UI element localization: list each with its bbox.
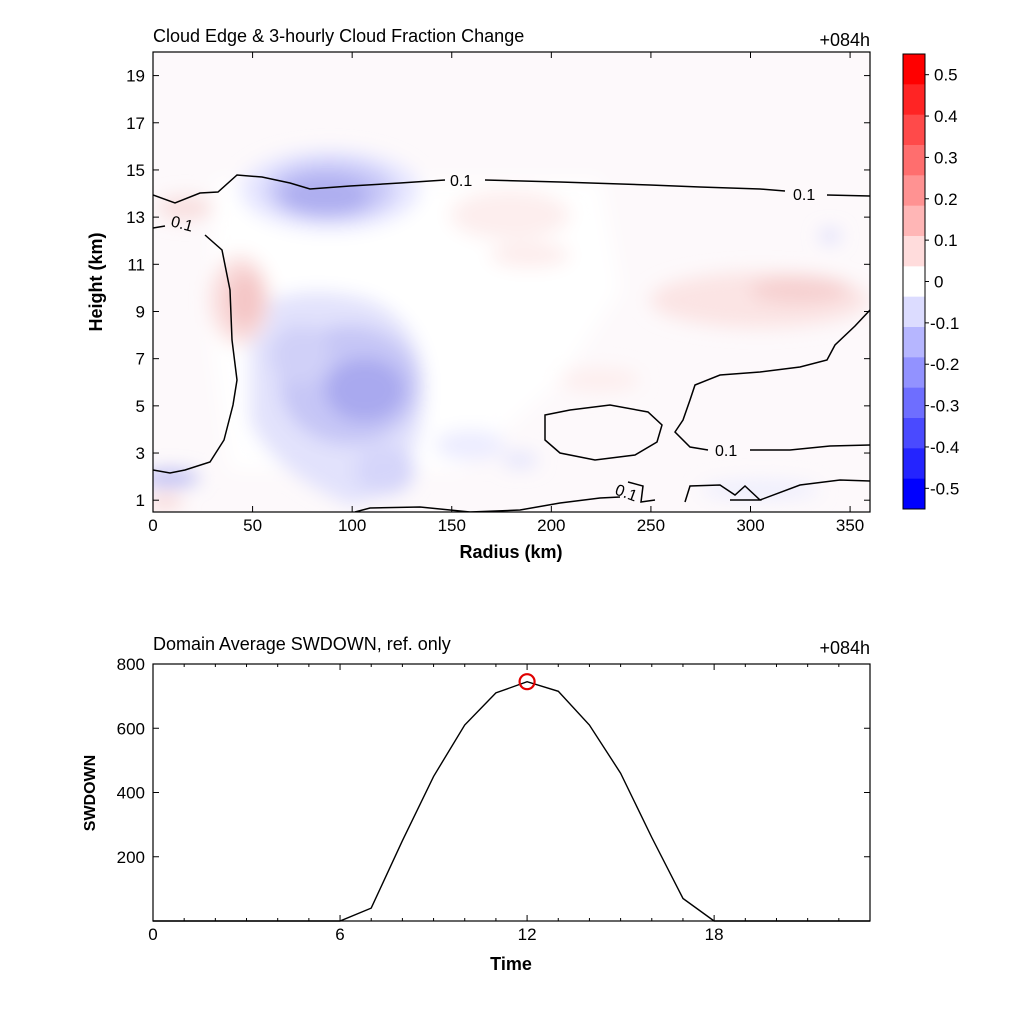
colorbar-cell <box>903 357 925 389</box>
line-x-ticks: 0 6 12 18 <box>148 664 724 944</box>
y-tick-label: 200 <box>117 848 145 867</box>
x-tick-label: 0 <box>148 516 157 535</box>
contour-lines <box>153 174 870 512</box>
y-tick-label: 19 <box>126 67 145 86</box>
contour-left <box>153 234 238 474</box>
y-tick-label: 9 <box>136 302 145 321</box>
x-tick-label: 0 <box>148 925 157 944</box>
colorbar-cells <box>903 54 925 510</box>
colorbar: 0.5 0.4 0.3 0.2 0.1 0 -0.1 -0.2 -0.3 -0.4 -0.5 <box>902 53 959 510</box>
contour-labels: 0.1 0.1 0.1 0.1 0.1 <box>169 173 815 505</box>
colorbar-cell <box>903 54 925 85</box>
y-tick-label: 400 <box>117 784 145 803</box>
contour-label: 0.1 <box>169 213 195 235</box>
colorbar-cell <box>903 327 925 358</box>
colorbar-cell <box>903 114 925 146</box>
y-tick-label: 5 <box>136 397 145 416</box>
y-tick-label: 800 <box>117 655 145 674</box>
x-tick-label: 250 <box>637 516 665 535</box>
heatmap-field: 0.1 0.1 0.1 0.1 0.1 <box>153 150 870 512</box>
colorbar-label: 0.4 <box>934 107 958 126</box>
heatmap-frame <box>152 51 871 513</box>
contour-label: 0.1 <box>793 187 815 204</box>
x-tick-label: 350 <box>836 516 864 535</box>
x-tick-label: 18 <box>705 925 724 944</box>
colorbar-cell <box>903 478 925 510</box>
line-x-axis-label: Time <box>490 954 532 974</box>
y-tick-label: 7 <box>136 350 145 369</box>
contour-upper-right <box>484 179 786 192</box>
heatmap-x-axis-label: Radius (km) <box>459 542 562 562</box>
y-tick-label: 13 <box>126 208 145 227</box>
line-panel: Domain Average SWDOWN, ref. only +084h 0… <box>82 634 871 974</box>
contour-bottom <box>354 496 621 512</box>
colorbar-labels: 0.5 0.4 0.3 0.2 0.1 0 -0.1 -0.2 -0.3 -0.4 -0.5 <box>925 66 959 498</box>
contour-right <box>674 309 870 451</box>
y-tick-label: 1 <box>136 491 145 510</box>
colorbar-cell <box>903 205 925 237</box>
line-time-label: +084h <box>819 638 870 658</box>
contour-closed-loop <box>544 404 663 461</box>
colorbar-cell <box>903 266 925 298</box>
contour-label: 0.1 <box>715 443 737 460</box>
line-minor-ticks <box>183 664 840 921</box>
colorbar-label: -0.5 <box>930 479 959 498</box>
contour-label: 0.1 <box>613 482 640 506</box>
swdown-current-marker <box>518 673 536 691</box>
y-tick-label: 11 <box>127 255 145 274</box>
x-tick-label: 12 <box>518 925 537 944</box>
colorbar-label: -0.1 <box>930 314 959 333</box>
colorbar-label: 0.2 <box>934 190 958 209</box>
heatmap-x-ticks: 0 50 100 150 200 250 300 350 <box>148 52 864 535</box>
y-tick-label: 3 <box>136 444 145 463</box>
x-tick-label: 6 <box>335 925 344 944</box>
colorbar-label: 0.5 <box>934 66 958 85</box>
y-tick-label: 600 <box>117 719 145 738</box>
colorbar-cell <box>903 387 925 419</box>
colorbar-cell <box>903 296 925 328</box>
contour-label: 0.1 <box>450 173 472 190</box>
colorbar-label: 0.1 <box>934 231 958 250</box>
contour-upper <box>153 174 446 204</box>
heatmap-title: Cloud Edge & 3-hourly Cloud Fraction Cha… <box>153 26 524 46</box>
x-tick-label: 150 <box>438 516 466 535</box>
colorbar-cell <box>903 418 925 449</box>
swdown-series-line <box>153 680 870 922</box>
colorbar-cell <box>903 236 925 267</box>
colorbar-label: 0 <box>934 273 943 292</box>
y-tick-label: 15 <box>126 161 145 180</box>
heatmap-time-label: +084h <box>819 30 870 50</box>
line-frame <box>152 663 871 922</box>
x-tick-label: 100 <box>338 516 366 535</box>
line-y-ticks: 200 400 600 800 <box>117 655 870 867</box>
colorbar-label: -0.4 <box>930 438 959 457</box>
x-tick-label: 200 <box>537 516 565 535</box>
line-title: Domain Average SWDOWN, ref. only <box>153 634 451 654</box>
x-tick-label: 300 <box>736 516 764 535</box>
colorbar-label: 0.3 <box>934 148 958 167</box>
colorbar-cell <box>903 175 925 207</box>
colorbar-label: -0.2 <box>930 355 959 374</box>
colorbar-cell <box>903 448 925 480</box>
line-y-axis-label: SWDOWN <box>82 755 99 831</box>
colorbar-cell <box>903 84 925 116</box>
heatmap-y-axis-label: Height (km) <box>86 232 106 331</box>
heatmap-panel: Cloud Edge & 3-hourly Cloud Fraction Cha… <box>86 26 959 562</box>
colorbar-cell <box>903 145 925 176</box>
y-tick-label: 17 <box>126 114 145 133</box>
x-tick-label: 50 <box>243 516 262 535</box>
colorbar-label: -0.3 <box>930 397 959 416</box>
